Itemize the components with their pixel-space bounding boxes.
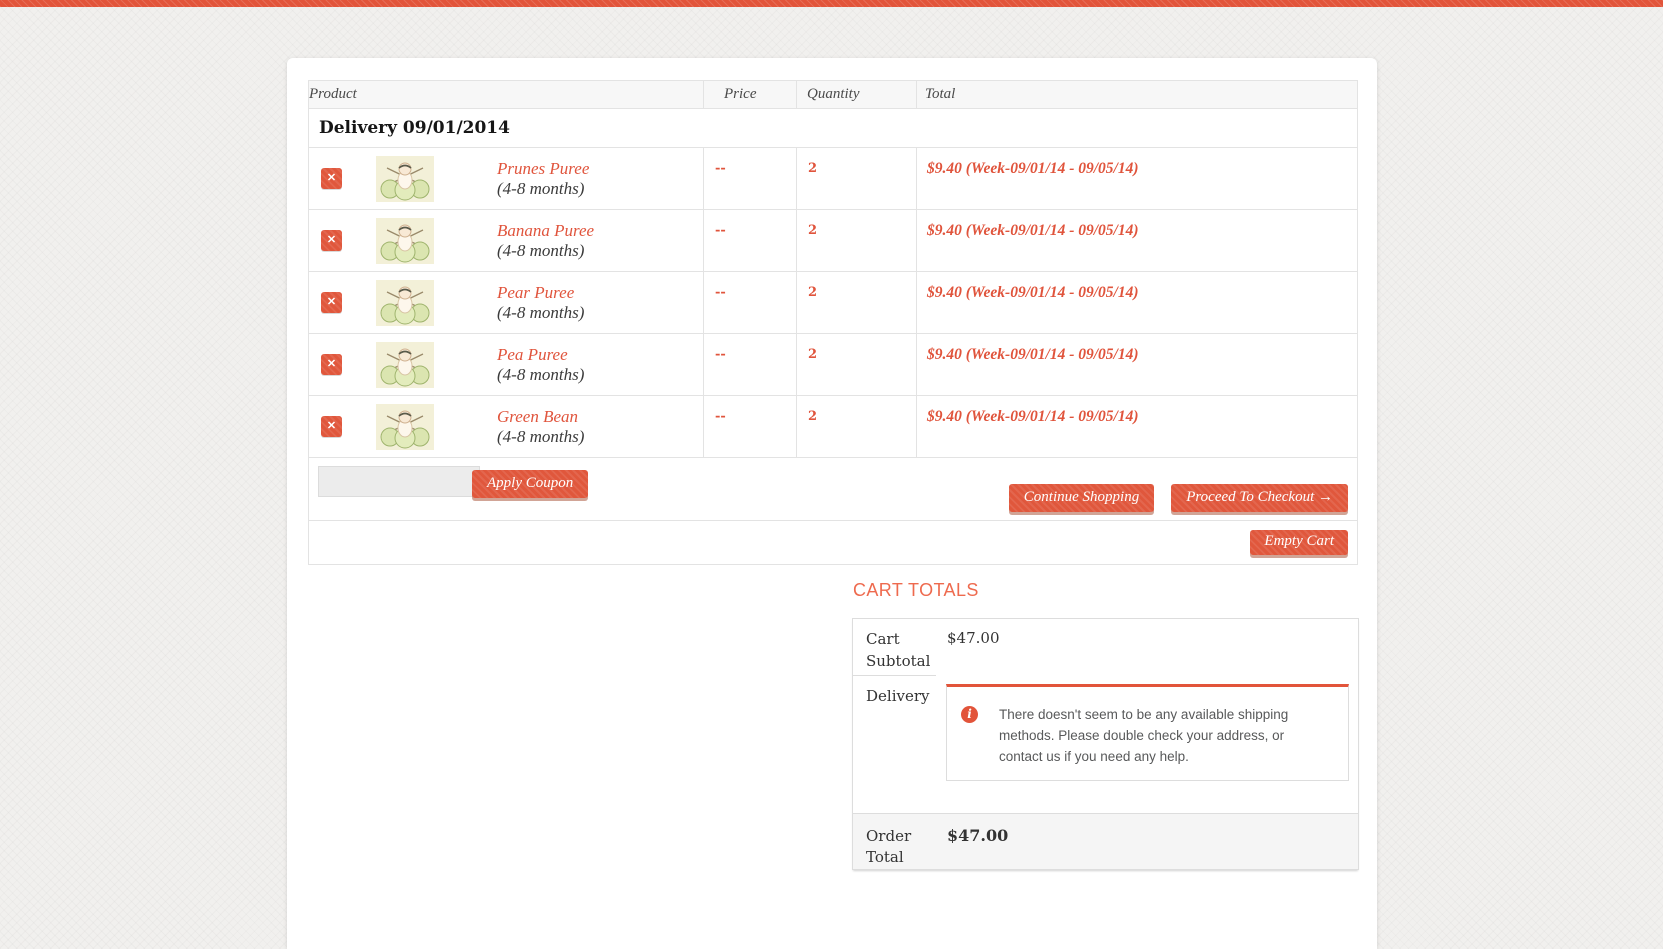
- cart-subtotal-value: $47.00: [947, 629, 1000, 647]
- item-price: --: [703, 271, 797, 334]
- top-accent-bar: [0, 0, 1663, 7]
- item-quantity: 2: [796, 147, 917, 210]
- item-price: --: [703, 209, 797, 272]
- item-total: $9.40 (Week-09/01/14 - 09/05/14): [916, 333, 1358, 396]
- product-name-link[interactable]: Prunes Puree: [497, 158, 590, 178]
- order-total-row: Order Total $47.00: [853, 812, 1358, 869]
- proceed-to-checkout-button[interactable]: Proceed To Checkout →: [1171, 484, 1348, 512]
- table-row: ✕ Pear Puree (4-8 months) -- 2 $9.40 (We…: [308, 271, 1358, 334]
- column-header-product: Product: [308, 80, 704, 109]
- item-quantity: 2: [796, 209, 917, 272]
- continue-shopping-button[interactable]: Continue Shopping: [1008, 484, 1155, 512]
- order-total-label: Order Total: [866, 826, 912, 867]
- item-total: $9.40 (Week-09/01/14 - 09/05/14): [916, 209, 1358, 272]
- cart-table-header-row: Product Price Quantity Total: [308, 80, 1358, 109]
- cart-totals-title: CART TOTALS: [853, 580, 979, 600]
- table-row: ✕ Prunes Puree (4-8 months) -- 2 $9.40 (…: [308, 147, 1358, 210]
- product-thumbnail[interactable]: [376, 342, 434, 388]
- product-name-link[interactable]: Green Bean: [497, 406, 579, 426]
- table-row: ✕ Green Bean (4-8 months) -- 2 $9.40 (We…: [308, 395, 1358, 458]
- empty-cart-row: Empty Cart: [308, 520, 1358, 565]
- product-variant: (4-8 months): [497, 302, 585, 322]
- item-total: $9.40 (Week-09/01/14 - 09/05/14): [916, 147, 1358, 210]
- cart-totals-section: Cart Subtotal $47.00 Delivery i There do…: [852, 618, 1359, 870]
- item-quantity: 2: [796, 333, 917, 396]
- shipping-notice-text: There doesn't seem to be any available s…: [999, 707, 1289, 765]
- product-variant: (4-8 months): [497, 240, 585, 260]
- cart-subtotal-row: Cart Subtotal $47.00: [853, 619, 1358, 676]
- product-thumbnail[interactable]: [376, 404, 434, 450]
- remove-item-button[interactable]: ✕: [321, 416, 342, 437]
- table-row: ✕ Banana Puree (4-8 months) -- 2 $9.40 (…: [308, 209, 1358, 272]
- product-variant: (4-8 months): [497, 178, 585, 198]
- delivery-group-label: Delivery 09/01/2014: [308, 108, 1358, 148]
- column-header-price: Price: [703, 80, 797, 109]
- coupon-code-input[interactable]: [318, 466, 480, 497]
- apply-coupon-button[interactable]: Apply Coupon: [472, 470, 589, 498]
- empty-cart-button[interactable]: Empty Cart: [1250, 530, 1348, 555]
- cart-page-card: Product Price Quantity Total Delivery 09…: [287, 58, 1377, 949]
- column-header-total: Total: [916, 80, 1358, 109]
- cart-subtotal-label: Cart Subtotal: [853, 619, 936, 676]
- info-icon: i: [961, 706, 978, 723]
- item-price: --: [703, 147, 797, 210]
- item-quantity: 2: [796, 395, 917, 458]
- product-name-link[interactable]: Pear Puree: [497, 282, 575, 302]
- delivery-row: Delivery i There doesn't seem to be any …: [853, 675, 1358, 814]
- product-variant: (4-8 months): [497, 364, 585, 384]
- item-quantity: 2: [796, 271, 917, 334]
- cart-items-table: Product Price Quantity Total Delivery 09…: [308, 80, 1358, 565]
- item-total: $9.40 (Week-09/01/14 - 09/05/14): [916, 395, 1358, 458]
- remove-item-button[interactable]: ✕: [321, 292, 342, 313]
- product-name-link[interactable]: Pea Puree: [497, 344, 568, 364]
- remove-item-button[interactable]: ✕: [321, 230, 342, 251]
- shipping-notice-box: i There doesn't seem to be any available…: [946, 684, 1349, 782]
- remove-item-button[interactable]: ✕: [321, 168, 342, 189]
- item-total: $9.40 (Week-09/01/14 - 09/05/14): [916, 271, 1358, 334]
- product-thumbnail[interactable]: [376, 156, 434, 202]
- remove-item-button[interactable]: ✕: [321, 354, 342, 375]
- table-row: ✕ Pea Puree (4-8 months) -- 2 $9.40 (Wee…: [308, 333, 1358, 396]
- column-header-quantity: Quantity: [796, 80, 917, 109]
- order-total-value: $47.00: [936, 812, 1358, 869]
- cart-actions-row: Apply Coupon Continue Shopping Proceed T…: [308, 457, 1358, 521]
- product-name-link[interactable]: Banana Puree: [497, 220, 595, 240]
- delivery-group-row: Delivery 09/01/2014: [308, 108, 1358, 148]
- product-thumbnail[interactable]: [376, 280, 434, 326]
- product-variant: (4-8 months): [497, 426, 585, 446]
- delivery-label: Delivery: [853, 675, 936, 814]
- item-price: --: [703, 333, 797, 396]
- product-thumbnail[interactable]: [376, 218, 434, 264]
- item-price: --: [703, 395, 797, 458]
